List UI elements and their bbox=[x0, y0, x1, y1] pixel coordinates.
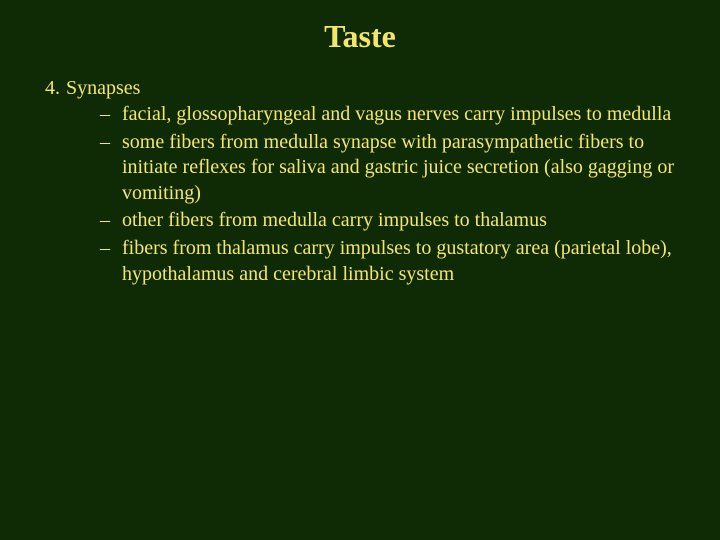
bullet-dash: – bbox=[100, 102, 122, 128]
bullet-list: – facial, glossopharyngeal and vagus ner… bbox=[40, 102, 680, 287]
bullet-text: fibers from thalamus carry impulses to g… bbox=[122, 236, 680, 287]
bullet-text: other fibers from medulla carry impulses… bbox=[122, 208, 680, 234]
bullet-dash: – bbox=[100, 130, 122, 207]
slide: Taste 4. Synapses – facial, glossopharyn… bbox=[0, 0, 720, 540]
bullet-text: some fibers from medulla synapse with pa… bbox=[122, 130, 680, 207]
list-heading: Synapses bbox=[66, 77, 140, 100]
slide-title: Taste bbox=[40, 18, 680, 55]
list-number: 4. bbox=[40, 77, 66, 100]
list-item: – some fibers from medulla synapse with … bbox=[100, 130, 680, 207]
bullet-text: facial, glossopharyngeal and vagus nerve… bbox=[122, 102, 680, 128]
list-item: – fibers from thalamus carry impulses to… bbox=[100, 236, 680, 287]
bullet-dash: – bbox=[100, 208, 122, 234]
list-item: – facial, glossopharyngeal and vagus ner… bbox=[100, 102, 680, 128]
numbered-item: 4. Synapses bbox=[40, 77, 680, 100]
bullet-dash: – bbox=[100, 236, 122, 287]
list-item: – other fibers from medulla carry impuls… bbox=[100, 208, 680, 234]
